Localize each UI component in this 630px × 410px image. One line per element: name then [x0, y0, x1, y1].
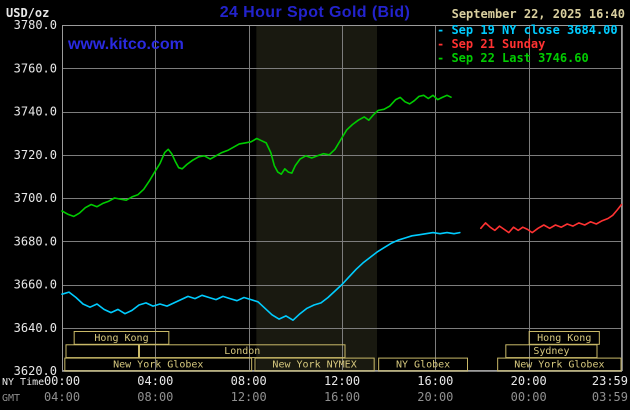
session-label: New York Globex	[514, 359, 604, 370]
svg-text:00:00: 00:00	[511, 390, 547, 404]
series-sep22-last	[61, 94, 452, 218]
svg-text:16:00: 16:00	[417, 374, 453, 388]
svg-text:12:00: 12:00	[231, 390, 267, 404]
svg-text:08:00: 08:00	[231, 374, 267, 388]
svg-text:08:00: 08:00	[137, 390, 173, 404]
gmt-axis-row: GMT 04:00 08:00 12:00 16:00 20:00 00:00 03:59	[2, 390, 628, 404]
y-axis-tick-labels: 3780.0 3760.0 3740.0 3720.0 3700.0 3680.0 3660…	[14, 18, 57, 378]
session-label: New York NYMEX	[272, 359, 356, 370]
kitco-website-link[interactable]: www.kitco.com	[68, 36, 184, 53]
svg-text:3780.0: 3780.0	[14, 18, 57, 32]
svg-text:3660.0: 3660.0	[14, 278, 57, 292]
svg-text:04:00: 04:00	[44, 390, 80, 404]
svg-text:03:59: 03:59	[592, 390, 628, 404]
series-sep21-sunday	[479, 203, 623, 234]
session-label: NY Globex	[396, 359, 450, 370]
ny-time-caption: NY Time	[2, 377, 44, 388]
svg-text:12:00: 12:00	[324, 374, 360, 388]
market-session-boxes: Hong Kong Hong Kong London Sydney New York G…	[64, 331, 622, 372]
svg-text:16:00: 16:00	[324, 390, 360, 404]
session-box	[65, 344, 139, 359]
svg-text:04:00: 04:00	[137, 374, 173, 388]
session-box	[64, 357, 253, 372]
session-label: New York Globex	[113, 359, 203, 370]
session-label: Sydney	[533, 346, 569, 357]
session-box	[505, 344, 598, 359]
series-sep19-ny-close	[61, 231, 461, 322]
svg-text:20:00: 20:00	[511, 374, 547, 388]
grid-lines	[62, 25, 623, 372]
svg-text:3740.0: 3740.0	[14, 105, 57, 119]
session-box	[254, 357, 375, 372]
svg-text:3760.0: 3760.0	[14, 61, 57, 75]
session-box	[139, 344, 346, 359]
svg-text:20:00: 20:00	[417, 390, 453, 404]
session-box	[497, 357, 622, 372]
ny-time-axis-row: NY Time 00:00 04:00 08:00 12:00 16:00 20:00 23:…	[2, 374, 628, 388]
svg-text:3700.0: 3700.0	[14, 191, 57, 205]
session-label: London	[224, 346, 260, 357]
svg-text:3680.0: 3680.0	[14, 234, 57, 248]
session-label: Hong Kong	[537, 333, 591, 344]
svg-text:00:00: 00:00	[44, 374, 80, 388]
svg-text:23:59: 23:59	[592, 374, 628, 388]
session-box	[378, 357, 468, 372]
gmt-caption: GMT	[2, 393, 20, 404]
svg-text:3720.0: 3720.0	[14, 148, 57, 162]
svg-text:3640.0: 3640.0	[14, 321, 57, 335]
svg-text:3620.0: 3620.0	[14, 364, 57, 378]
session-label: Hong Kong	[94, 333, 148, 344]
